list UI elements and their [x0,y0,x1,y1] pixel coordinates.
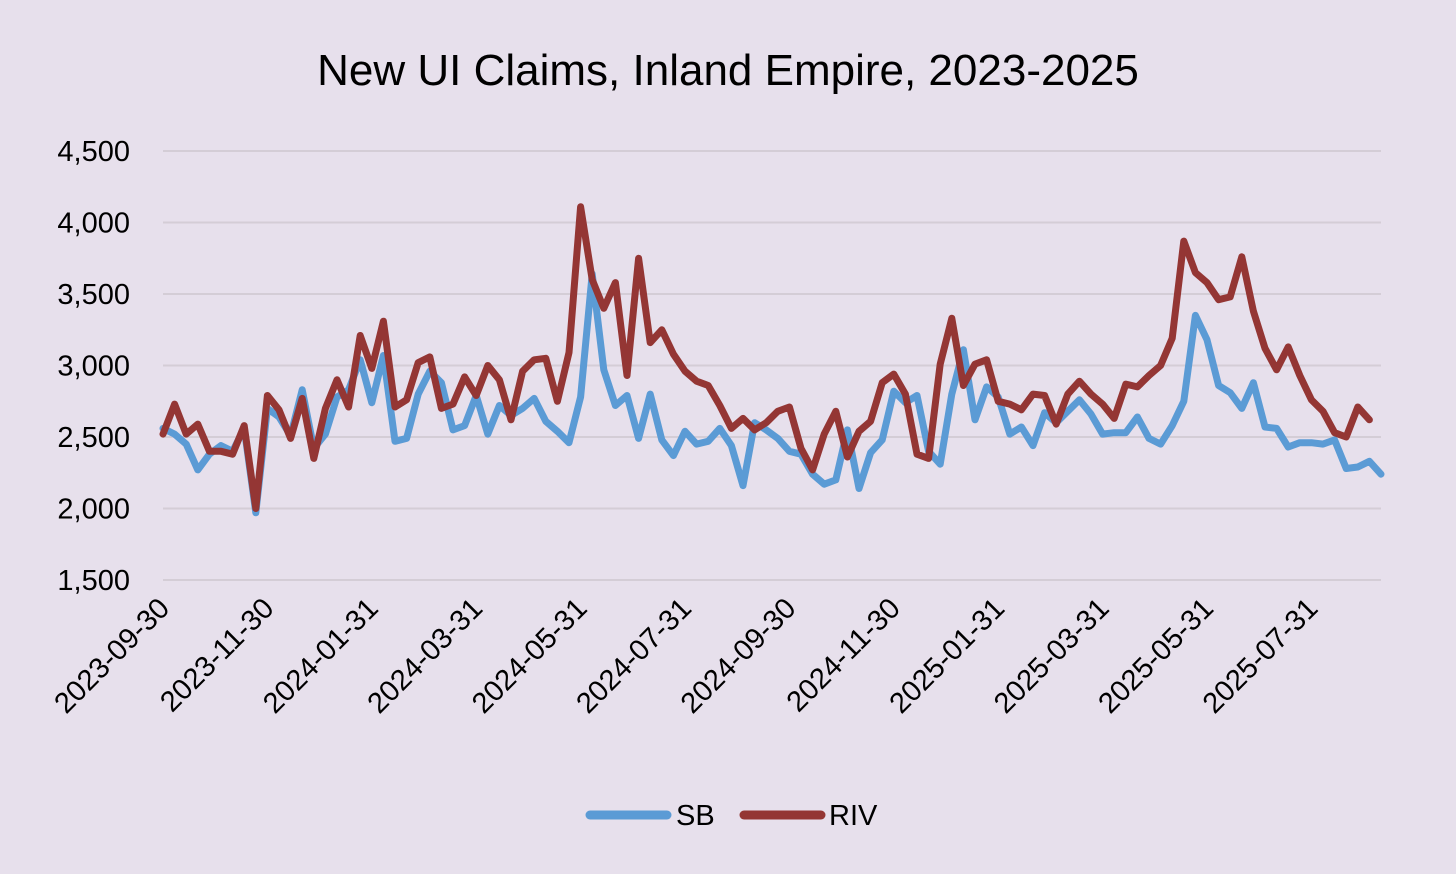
y-tick-label: 4,500 [57,136,130,168]
gridlines [163,150,1381,581]
y-tick-label: 2,000 [57,494,130,526]
legend-label-riv: RIV [829,800,878,832]
chart-title: New UI Claims, Inland Empire, 2023-2025 [317,46,1139,95]
series-line-sb [159,270,1385,517]
y-tick-label: 1,500 [57,565,130,597]
x-axis-ticks: 2023-09-302023-11-302024-01-312024-03-31… [48,592,1324,720]
series-lines [159,203,1385,517]
y-tick-label: 3,000 [57,351,130,383]
series-line-riv [159,203,1373,512]
y-tick-label: 3,500 [57,279,130,311]
legend-label-sb: SB [676,800,715,832]
y-axis-ticks: 1,500 2,000 2,500 3,000 3,500 4,000 4,500 [57,136,130,597]
x-tick-label: 2023-09-30 [48,592,176,720]
y-tick-label: 2,500 [57,422,130,454]
y-tick-label: 4,000 [57,208,130,240]
legend: SB RIV [585,800,878,832]
